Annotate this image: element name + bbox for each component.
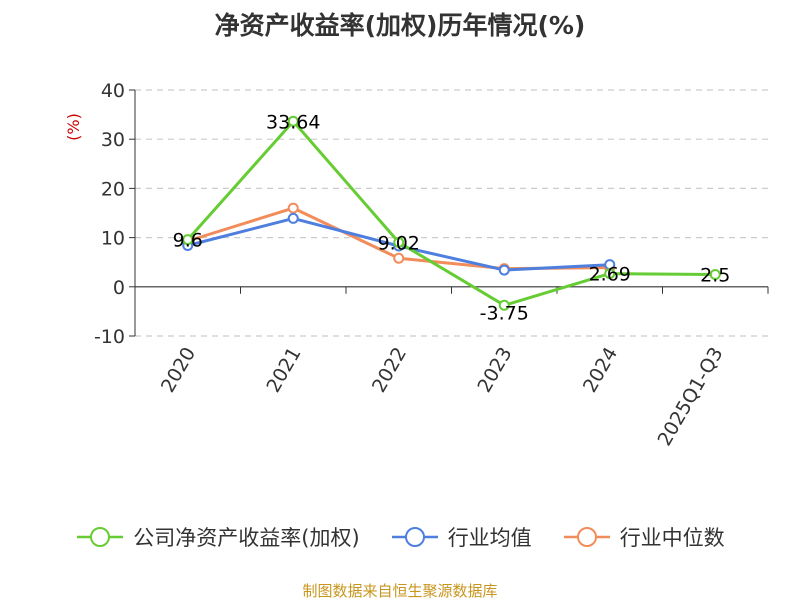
source-note: 制图数据来自恒生聚源数据库 (302, 582, 498, 600)
legend-item-company[interactable]: 公司净资产收益率(加权) (75, 522, 360, 552)
data-point (498, 264, 510, 276)
legend: 公司净资产收益率(加权) 行业均值 行业中位数 (0, 522, 800, 552)
axes: -10 0 10 20 30 40 (%) 2020 2021 2022 2023 2024 2025Q… (64, 80, 769, 450)
series-lines (182, 115, 721, 311)
legend-line-circle-icon (77, 527, 124, 547)
data-point (393, 252, 405, 264)
series-line (186, 119, 716, 307)
chart-title: 净资产收益率(加权)历年情况(%) (214, 11, 586, 40)
data-point (393, 236, 405, 248)
data-label: 2.69 (589, 264, 631, 286)
data-label: -3.75 (480, 302, 529, 324)
legend-item-industry-median[interactable]: 行业中位数 (562, 522, 725, 552)
data-point (604, 268, 616, 280)
data-point (287, 115, 299, 127)
y-tick-label: -10 (94, 326, 125, 348)
x-tick-label: 2024 (579, 344, 622, 397)
y-tick-label: 30 (101, 129, 125, 151)
data-labels: 9.6 33.64 9.02 -3.75 2.69 2.5 (173, 111, 731, 324)
y-tick-label: 10 (101, 228, 125, 250)
data-point (709, 269, 721, 280)
y-tick-label: 20 (101, 178, 125, 200)
x-tick-label: 2020 (157, 344, 200, 397)
y-axis-unit-label: (%) (64, 113, 83, 141)
data-label: 2.5 (700, 265, 730, 287)
data-label: 9.02 (378, 232, 420, 254)
y-tick-label: 0 (113, 277, 125, 299)
data-label: 9.6 (173, 230, 203, 252)
data-point (182, 234, 194, 246)
data-point (287, 212, 299, 224)
y-tick-label: 40 (101, 80, 125, 102)
legend-label: 公司净资产收益率(加权) (133, 526, 360, 550)
x-tick-label: 2021 (262, 344, 305, 397)
legend-label: 行业中位数 (619, 526, 725, 550)
legend-item-industry-mean[interactable]: 行业均值 (390, 522, 532, 552)
data-point (498, 299, 510, 311)
data-label: 33.64 (266, 111, 320, 133)
grid-lines (135, 89, 768, 337)
line-chart: -10 0 10 20 30 40 (%) 2020 2021 2022 2023 2024 2025Q… (64, 80, 769, 450)
x-tick-label: 2023 (473, 344, 516, 397)
legend-line-circle-icon (391, 527, 438, 547)
legend-line-circle-icon (563, 527, 610, 547)
legend-label: 行业均值 (447, 526, 532, 550)
x-tick-label: 2025Q1-Q3 (654, 344, 728, 450)
x-tick-label: 2022 (368, 344, 411, 397)
data-point (287, 202, 299, 214)
